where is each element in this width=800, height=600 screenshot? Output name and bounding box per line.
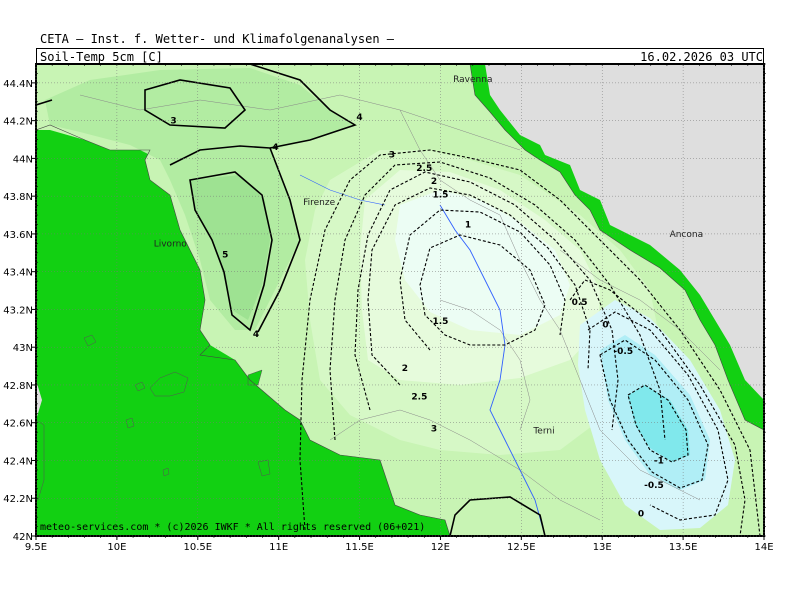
- lat-tick-label: 42.4N: [3, 456, 33, 467]
- contour-value-label: 2.5: [416, 164, 432, 174]
- city-labels: Ravenna Firenze Livorno Ancona Terni: [154, 75, 703, 436]
- city-label: Firenze: [303, 198, 335, 208]
- giannutri-island: [162, 467, 170, 477]
- lat-tick-label: 44N: [13, 154, 33, 165]
- contour-value-label: -0.5: [613, 347, 633, 357]
- lat-tick-label: 43.2N: [3, 305, 33, 316]
- contour-value-label: -0.5: [644, 481, 664, 491]
- header-frame: [36, 48, 764, 64]
- corsica-edge: [36, 419, 45, 501]
- contour-3-north: [144, 79, 247, 129]
- lon-tick-label: 9.5E: [25, 542, 47, 553]
- lat-tick-label: 42N: [13, 532, 33, 543]
- land-t-min: [628, 385, 690, 462]
- contour-2-5-outer: [329, 161, 666, 441]
- valid-time: 16.02.2026 03 UTC: [640, 50, 763, 64]
- lon-tick-label: 14E: [754, 542, 773, 553]
- lat-tick-label: 43.6N: [3, 230, 33, 241]
- capraia-island: [83, 334, 97, 347]
- lat-tick-label: 43.8N: [3, 192, 33, 203]
- lon-tick-label: 13E: [593, 542, 612, 553]
- contour-value-label: 2.5: [411, 392, 427, 402]
- contour-labels: 3 4 4 5 4 3 2.5 2 1.5 1 1.5 2 2.5 3 0.5 0 -0.5 -1 -0.5 0: [170, 113, 663, 519]
- contour-value-label: 0.5: [572, 298, 588, 308]
- contour-3: [299, 149, 761, 536]
- city-label: Ancona: [670, 230, 704, 240]
- copyright-footer: meteo-services.com * (c)2026 IWKF * All …: [40, 522, 426, 533]
- contour-value-label: 3: [170, 117, 176, 127]
- lon-tick-label: 10.5E: [183, 542, 212, 553]
- lat-tick-label: 43N: [13, 343, 33, 354]
- region-borders: [79, 94, 721, 521]
- city-label: Ravenna: [453, 75, 492, 85]
- contour-4-southeast: [449, 496, 546, 536]
- latitude-labels: 42N 42.2N 42.4N 42.6N 42.8N 43N 43.2N 43.4N 43.6…: [3, 79, 33, 543]
- city-label: Terni: [532, 426, 554, 436]
- graticule: [35, 64, 765, 537]
- contour-2: [354, 171, 619, 431]
- longitude-labels: 9.5E 10E 10.5E 11E 11.5E 12E 12.5E 13E 13.5E 14E: [25, 542, 774, 553]
- contour-value-label: 4: [356, 113, 362, 123]
- lat-tick-label: 43.4N: [3, 268, 33, 279]
- contour-value-label: 1.5: [432, 190, 448, 200]
- contour-value-label: 1: [465, 220, 471, 230]
- lon-tick-label: 12.5E: [507, 542, 536, 553]
- contour-value-label: 3: [389, 151, 395, 161]
- lon-tick-label: 12E: [431, 542, 450, 553]
- contour-5: [189, 171, 273, 332]
- lon-tick-label: 11E: [269, 542, 288, 553]
- contour-1: [399, 209, 566, 351]
- montecristo-island: [125, 417, 135, 429]
- contour-value-label: 4: [272, 143, 278, 153]
- parameter-label: Soil-Temp_5cm [C]: [40, 50, 163, 64]
- contour-value-label: 2: [431, 177, 437, 187]
- pianosa-island: [134, 381, 146, 392]
- solid-contours: [36, 64, 546, 536]
- contour-value-label: 2: [402, 364, 408, 374]
- contour-0: [587, 311, 729, 521]
- lat-tick-label: 42.6N: [3, 419, 33, 430]
- lat-tick-label: 44.4N: [3, 79, 33, 90]
- islands: [36, 334, 271, 501]
- contour-value-label: 3: [431, 424, 437, 434]
- lat-tick-label: 44.2N: [3, 117, 33, 128]
- contour-1-5: [367, 187, 591, 386]
- contour-4-north: [169, 64, 357, 166]
- contour-value-label: 0: [638, 509, 644, 519]
- contour-1-inner: [419, 234, 546, 346]
- lon-tick-label: 10E: [107, 542, 126, 553]
- contour-edge: [36, 99, 53, 106]
- dashed-contours: [299, 149, 761, 536]
- land-t-0-1: [395, 190, 570, 335]
- lat-tick-label: 42.2N: [3, 494, 33, 505]
- lon-tick-label: 11.5E: [345, 542, 374, 553]
- contour-value-label: -1: [654, 456, 664, 466]
- contour-neg-0-5: [599, 339, 709, 489]
- axis-ticks: [32, 63, 766, 540]
- chart-title: CETA — Inst. f. Wetter- und Klimafolgena…: [40, 32, 395, 46]
- tiber-river: [439, 204, 546, 536]
- land-t-above-5: [190, 175, 270, 320]
- contour-value-label: 0: [602, 321, 608, 331]
- tyrrhenian-coastline: [36, 124, 451, 536]
- contour-value-label: 4: [253, 330, 259, 340]
- lat-tick-label: 42.8N: [3, 381, 33, 392]
- adriatic-coastline: [469, 64, 764, 431]
- arno-river: [299, 174, 386, 206]
- contour-neg-1: [627, 384, 689, 463]
- lon-tick-label: 13.5E: [669, 542, 698, 553]
- contour-value-label: 5: [222, 251, 228, 261]
- contour-4-south: [257, 147, 301, 333]
- contour-0-5: [569, 279, 746, 536]
- city-label: Livorno: [154, 239, 188, 249]
- contour-value-label: 1.5: [432, 317, 448, 327]
